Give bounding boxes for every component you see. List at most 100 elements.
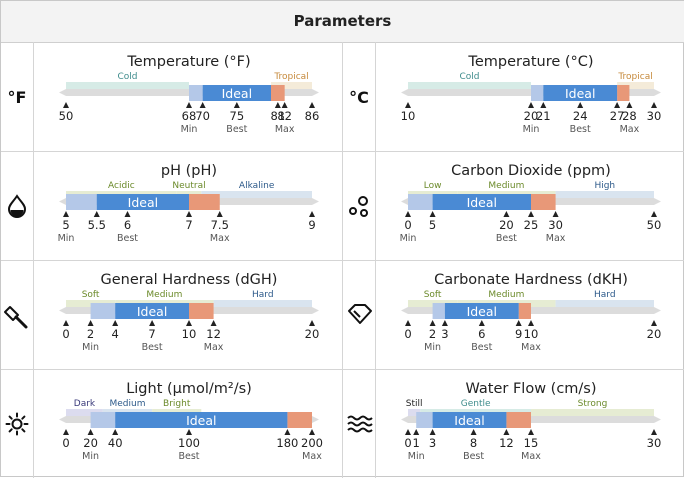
light-mol-m-s-chart-cell: Light (µmol/m²/s) Dark Medium Bright Ideal 0 2…	[35, 369, 343, 478]
tick-sublabel-max: Max	[521, 451, 541, 462]
tick-marker	[470, 429, 477, 435]
zone-label-medium: Medium	[110, 399, 146, 409]
zone-band-high	[555, 191, 654, 198]
tick-sublabel-max: Max	[275, 124, 295, 135]
tick-marker	[528, 102, 534, 108]
carbonate-hardness-dkh-icon-cell	[343, 260, 376, 369]
tick-label: 9	[515, 327, 522, 341]
zone-band-cold	[408, 82, 531, 89]
acceptable-low-bar	[189, 85, 203, 101]
water-flow-cm-s-icon-cell	[343, 369, 376, 478]
track-left-arrow	[401, 89, 408, 96]
tick-marker	[405, 320, 411, 326]
ph-ph-icon-cell	[1, 151, 34, 260]
track-left-arrow	[59, 89, 66, 96]
ideal-label: Ideal	[467, 195, 497, 210]
zone-band-dark	[66, 409, 103, 416]
tick-sublabel-best: Best	[496, 233, 517, 244]
tick-label: 180	[276, 436, 298, 450]
general-hardness-dgh-icon-cell	[1, 260, 34, 369]
zone-label-bright: Bright	[163, 399, 191, 409]
ideal-bar	[96, 194, 189, 210]
zone-label-tropical: Tropical	[273, 72, 308, 82]
tick-marker	[112, 429, 119, 435]
tick-sublabel-max: Max	[210, 233, 230, 244]
hammer-icon	[4, 305, 28, 328]
acceptable-high-bar	[617, 85, 630, 101]
tick-label: 5.5	[88, 218, 106, 232]
tick-sublabel-max: Max	[620, 124, 640, 135]
zone-label-cold: Cold	[459, 72, 479, 82]
zone-band-tropical	[617, 82, 654, 89]
tick-label: 12	[499, 436, 514, 450]
temperature-c-gauge: Temperature (°C) Cold Tropical Ideal 10 20Min…	[401, 54, 662, 135]
tick-marker	[626, 102, 633, 108]
tick-label: 7	[185, 218, 192, 232]
acceptable-high-bar	[506, 412, 531, 428]
tick-label: 2	[429, 327, 436, 341]
tick-label: 50	[647, 218, 662, 232]
zone-band-hard	[555, 300, 654, 307]
acceptable-low-bar	[90, 412, 116, 428]
track-right-arrow	[312, 89, 319, 96]
tick-marker	[63, 429, 69, 435]
general-hardness-dgh-chart-cell: General Hardness (dGH) Soft Medium Hard Idea…	[35, 260, 343, 369]
tick-label: 8	[470, 436, 477, 450]
temperature-f-chart-cell: Temperature (°F) Cold Tropical Ideal 50 68 Min…	[35, 42, 343, 151]
tick-sublabel-min: Min	[181, 124, 198, 135]
ideal-bar	[202, 85, 271, 101]
tick-label: 7.5	[211, 218, 229, 232]
carbonate-hardness-dkh-gauge: Carbonate Hardness (dKH) Soft Medium Hard Id…	[401, 272, 661, 353]
tick-label: 68	[182, 109, 197, 123]
tick-sublabel-best: Best	[226, 124, 247, 135]
tick-marker	[186, 320, 192, 326]
zone-band-cold	[66, 82, 189, 89]
tick-label: 12	[206, 327, 221, 341]
tick-label: 20	[305, 327, 320, 341]
general-hardness-dgh-title: General Hardness (dGH)	[101, 272, 278, 288]
carbon-dioxide-ppm-chart-cell: Carbon Dioxide (ppm) Low Medium High Ideal 0 M…	[377, 151, 685, 260]
tick-marker	[87, 429, 94, 435]
tick-marker	[124, 211, 131, 217]
zone-band-strong	[531, 409, 654, 416]
tick-label: 82	[277, 109, 292, 123]
tick-label: 10	[182, 327, 197, 341]
ph-ph-chart-cell: pH (pH) Acidic Neutral Alkaline Ideal 5 Min 5.5…	[35, 151, 343, 260]
tick-marker	[309, 211, 315, 217]
tick-label: 50	[59, 109, 74, 123]
zone-label-cold: Cold	[117, 72, 137, 82]
tick-label: 20	[524, 109, 539, 123]
acceptable-high-bar	[287, 412, 312, 428]
tick-label: 20	[499, 218, 514, 232]
tick-marker	[614, 102, 621, 108]
acceptable-high-bar	[271, 85, 285, 101]
ph-ph-title: pH (pH)	[161, 163, 217, 179]
zone-label-medium: Medium	[488, 290, 524, 300]
tick-marker	[186, 102, 192, 108]
tick-label: 1	[413, 436, 420, 450]
tick-marker	[429, 211, 436, 217]
tick-label: 25	[524, 218, 539, 232]
track-left-arrow	[59, 198, 66, 205]
zone-label-hard: Hard	[594, 290, 616, 300]
temperature-c-chart-cell: Temperature (°C) Cold Tropical Ideal 10 20 Min…	[377, 42, 685, 151]
zone-band-still	[408, 409, 421, 416]
track-left-arrow	[401, 307, 408, 314]
temperature-f-icon-cell: °F	[1, 42, 34, 151]
zone-band-tropical	[271, 82, 312, 89]
celsius-icon: °C	[349, 88, 369, 107]
tick-label: 100	[178, 436, 200, 450]
tick-label: 2	[87, 327, 94, 341]
track-left-arrow	[401, 198, 408, 205]
tick-sublabel-best: Best	[463, 451, 484, 462]
tick-label: 30	[647, 436, 662, 450]
tick-label: 7	[148, 327, 155, 341]
tick-label: 6	[124, 218, 131, 232]
ideal-bar	[432, 412, 507, 428]
tick-marker	[309, 102, 315, 108]
tick-marker	[651, 102, 657, 108]
tick-marker	[413, 429, 420, 435]
tick-marker	[274, 102, 281, 108]
tick-label: 4	[112, 327, 119, 341]
tick-label: 0	[62, 436, 69, 450]
